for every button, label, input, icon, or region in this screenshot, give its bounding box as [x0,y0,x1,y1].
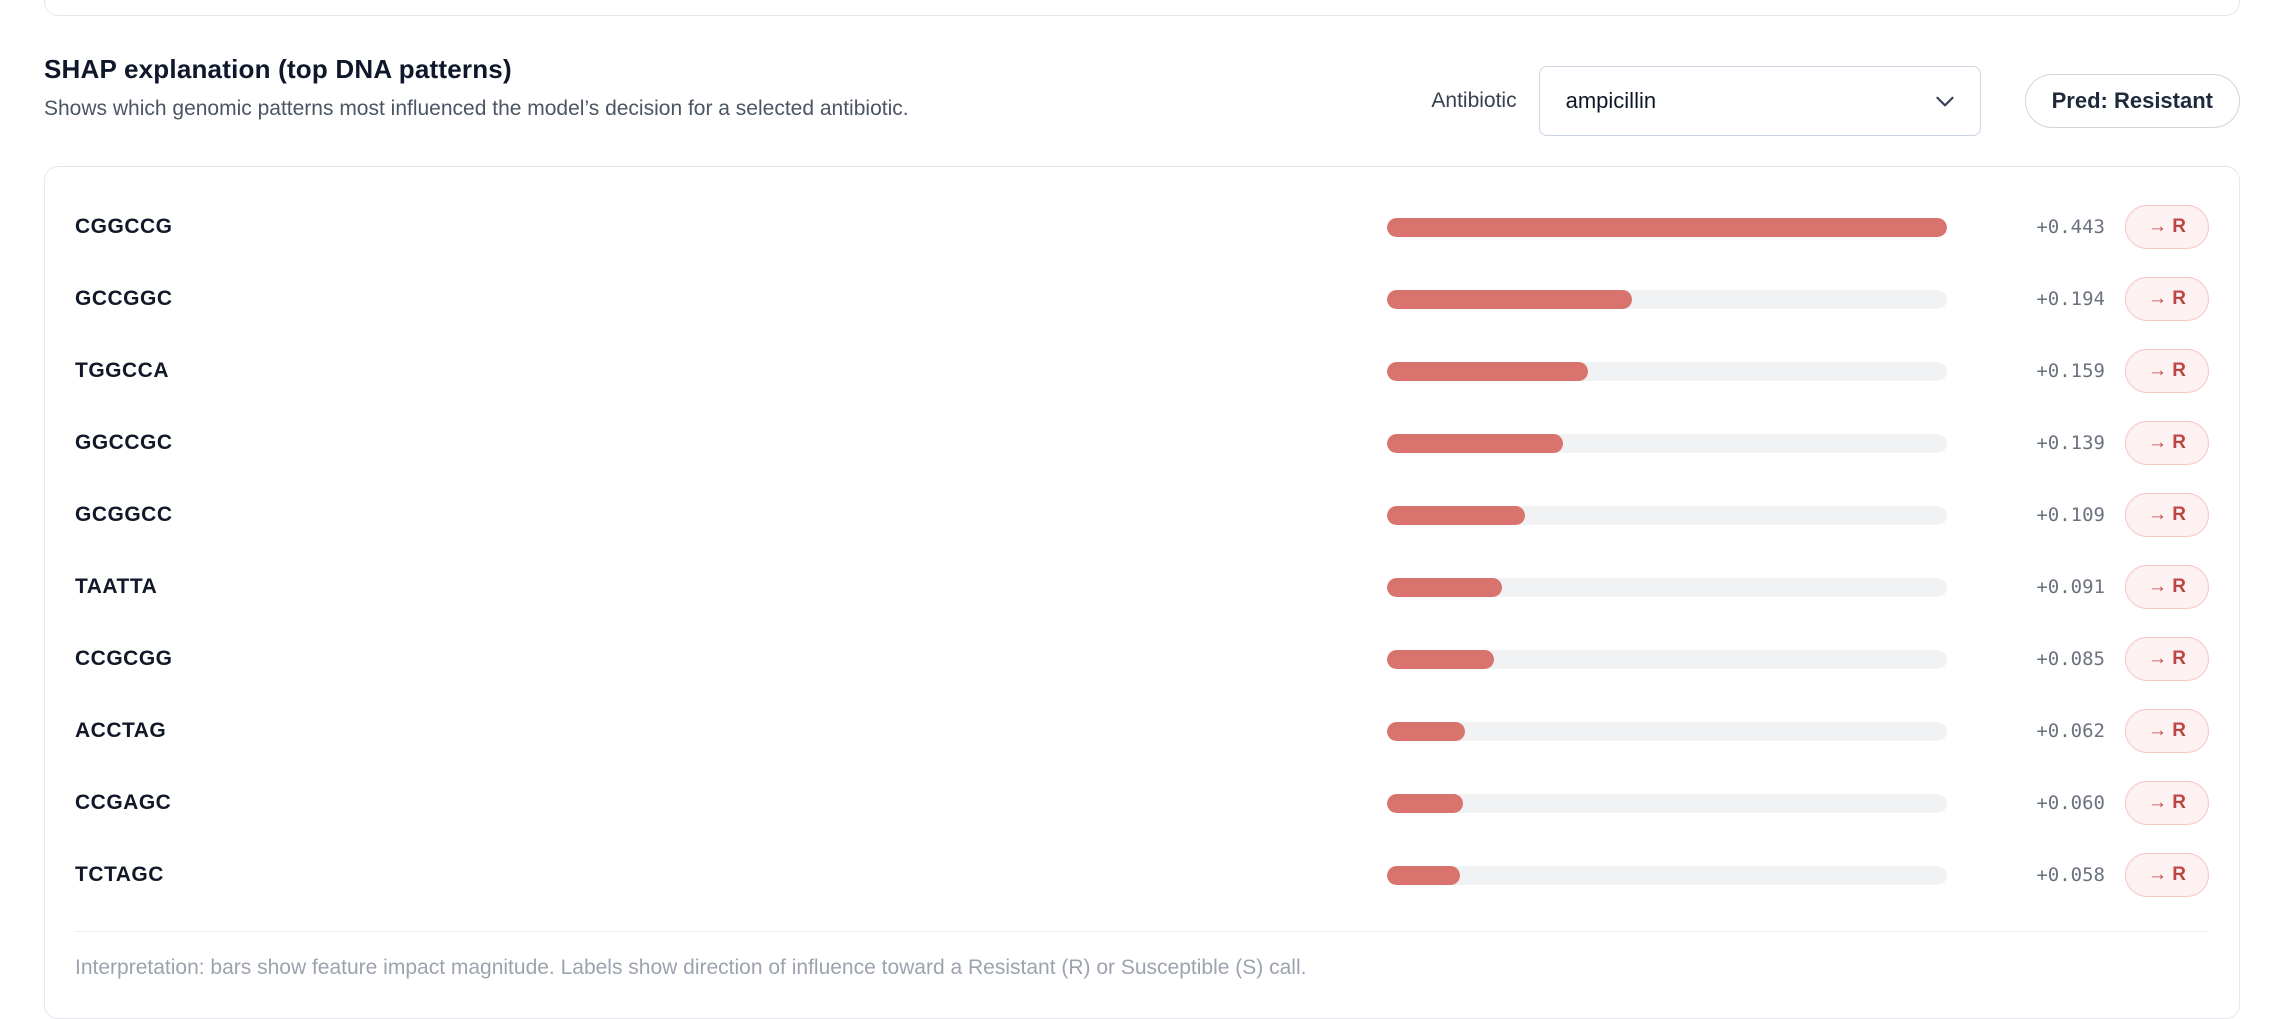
chevron-down-icon [1932,88,1958,114]
dna-pattern-label: CCGCGG [75,647,173,670]
page-subtitle: Shows which genomic patterns most influe… [44,97,909,120]
shap-bar-fill [1387,505,1525,525]
direction-badge: → R [2125,277,2209,321]
shap-value: +0.058 [2036,864,2105,886]
shap-bar-track [1387,721,1947,741]
shap-row: GCGGCC +0.109 → R [75,479,2209,551]
shap-bar-track [1387,361,1947,381]
interpretation-note: Interpretation: bars show feature impact… [75,956,1307,979]
shap-bar-fill [1387,577,1503,597]
shap-value: +0.085 [2036,648,2105,670]
shap-row: GCCGGC +0.194 → R [75,263,2209,335]
page-title: SHAP explanation (top DNA patterns) [44,54,512,84]
prediction-badge: Pred: Resistant [2024,74,2240,128]
antibiotic-label: Antibiotic [1431,89,1517,112]
dna-pattern-label: GCCGGC [75,287,173,310]
shap-bar-track [1387,865,1947,885]
direction-badge: → R [2125,349,2209,393]
direction-badge: → R [2125,781,2209,825]
shap-row: CCGAGC +0.060 → R [75,767,2209,839]
dna-pattern-label: TAATTA [75,575,158,598]
shap-bar-fill [1387,433,1563,453]
shap-bar-track [1387,649,1947,669]
dna-pattern-label: CGGCCG [75,215,173,238]
antibiotic-select-value: ampicillin [1565,88,1657,113]
shap-bar-fill [1387,721,1466,741]
shap-value: +0.060 [2036,792,2105,814]
shap-bar-fill [1387,793,1463,813]
dna-pattern-label: TGGCCA [75,359,169,382]
shap-card: CGGCCG +0.443 → R GCCGGC +0.194 → R TGGC… [44,166,2240,1019]
card-footer: Interpretation: bars show feature impact… [75,931,2209,990]
shap-value: +0.109 [2036,504,2105,526]
dna-pattern-label: GCGGCC [75,503,173,526]
shap-value: +0.139 [2036,432,2105,454]
shap-value: +0.194 [2036,288,2105,310]
direction-badge: → R [2125,565,2209,609]
shap-value: +0.159 [2036,360,2105,382]
direction-badge: → R [2125,709,2209,753]
header-controls: Antibiotic ampicillin Pred: Resistant [1431,66,2240,136]
direction-badge: → R [2125,421,2209,465]
direction-badge: → R [2125,853,2209,897]
shap-row: TCTAGC +0.058 → R [75,839,2209,911]
shap-value: +0.062 [2036,720,2105,742]
shap-bar-track [1387,433,1947,453]
shap-bar-track [1387,793,1947,813]
shap-row: CCGCGG +0.085 → R [75,623,2209,695]
dna-pattern-label: GGCCGC [75,431,173,454]
direction-badge: → R [2125,493,2209,537]
shap-row: TAATTA +0.091 → R [75,551,2209,623]
shap-row: CGGCCG +0.443 → R [75,191,2209,263]
header-text-block: SHAP explanation (top DNA patterns) Show… [44,54,909,121]
previous-card-bottom-edge [44,0,2240,16]
shap-bar-track [1387,217,1947,237]
shap-bar-track [1387,289,1947,309]
dna-pattern-label: CCGAGC [75,791,172,814]
direction-badge: → R [2125,637,2209,681]
shap-bar-track [1387,505,1947,525]
shap-bar-fill [1387,865,1461,885]
shap-bar-fill [1387,649,1495,669]
shap-rows: CGGCCG +0.443 → R GCCGGC +0.194 → R TGGC… [75,191,2209,911]
shap-value: +0.091 [2036,576,2105,598]
shap-section-header: SHAP explanation (top DNA patterns) Show… [44,54,2240,136]
direction-badge: → R [2125,205,2209,249]
antibiotic-select[interactable]: ampicillin [1538,66,1981,136]
shap-row: TGGCCA +0.159 → R [75,335,2209,407]
shap-bar-fill [1387,289,1633,309]
shap-bar-fill [1387,217,1947,237]
shap-value: +0.443 [2036,216,2105,238]
dna-pattern-label: ACCTAG [75,719,167,742]
shap-bar-track [1387,577,1947,597]
shap-row: ACCTAG +0.062 → R [75,695,2209,767]
shap-bar-fill [1387,361,1588,381]
dna-pattern-label: TCTAGC [75,863,164,886]
shap-row: GGCCGC +0.139 → R [75,407,2209,479]
